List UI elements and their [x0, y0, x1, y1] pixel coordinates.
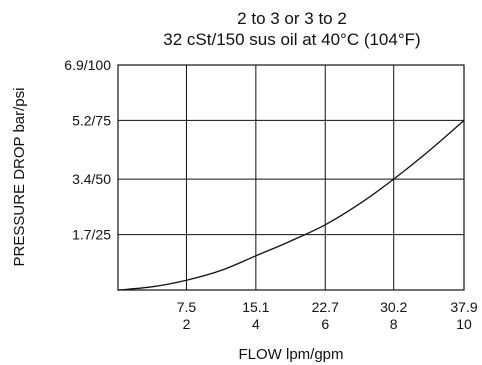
pressure-drop-curve	[117, 119, 465, 291]
y-tick-labels: 1.7/25 3.4/50 5.2/75 6.9/100	[64, 57, 111, 243]
x-tick-label-gpm: 2	[183, 316, 191, 332]
y-tick-label: 1.7/25	[72, 227, 111, 243]
x-tick-label-gpm: 10	[456, 316, 472, 332]
x-tick-labels: 7.52 15.14 22.76 30.28 37.910	[177, 299, 478, 332]
x-tick-label-lpm: 30.2	[380, 299, 407, 315]
y-axis-label: PRESSURE DROP bar/psi	[11, 88, 28, 267]
x-tick-label-gpm: 6	[321, 316, 329, 332]
chart-title: 2 to 3 or 3 to 2	[237, 9, 347, 28]
grid-lines	[118, 65, 464, 290]
x-tick-label-gpm: 8	[390, 316, 398, 332]
x-axis-label: FLOW lpm/gpm	[238, 346, 343, 363]
chart-subtitle: 32 cSt/150 sus oil at 40°C (104°F)	[163, 30, 420, 49]
y-tick-label: 6.9/100	[64, 57, 111, 73]
x-tick-label-lpm: 7.5	[177, 299, 197, 315]
plot-frame	[117, 64, 465, 291]
x-tick-label-lpm: 22.7	[312, 299, 339, 315]
x-tick-label-gpm: 4	[252, 316, 260, 332]
y-tick-label: 5.2/75	[72, 112, 111, 128]
x-tick-label-lpm: 15.1	[242, 299, 269, 315]
x-tick-label-lpm: 37.9	[450, 299, 477, 315]
y-tick-label: 3.4/50	[72, 171, 111, 187]
